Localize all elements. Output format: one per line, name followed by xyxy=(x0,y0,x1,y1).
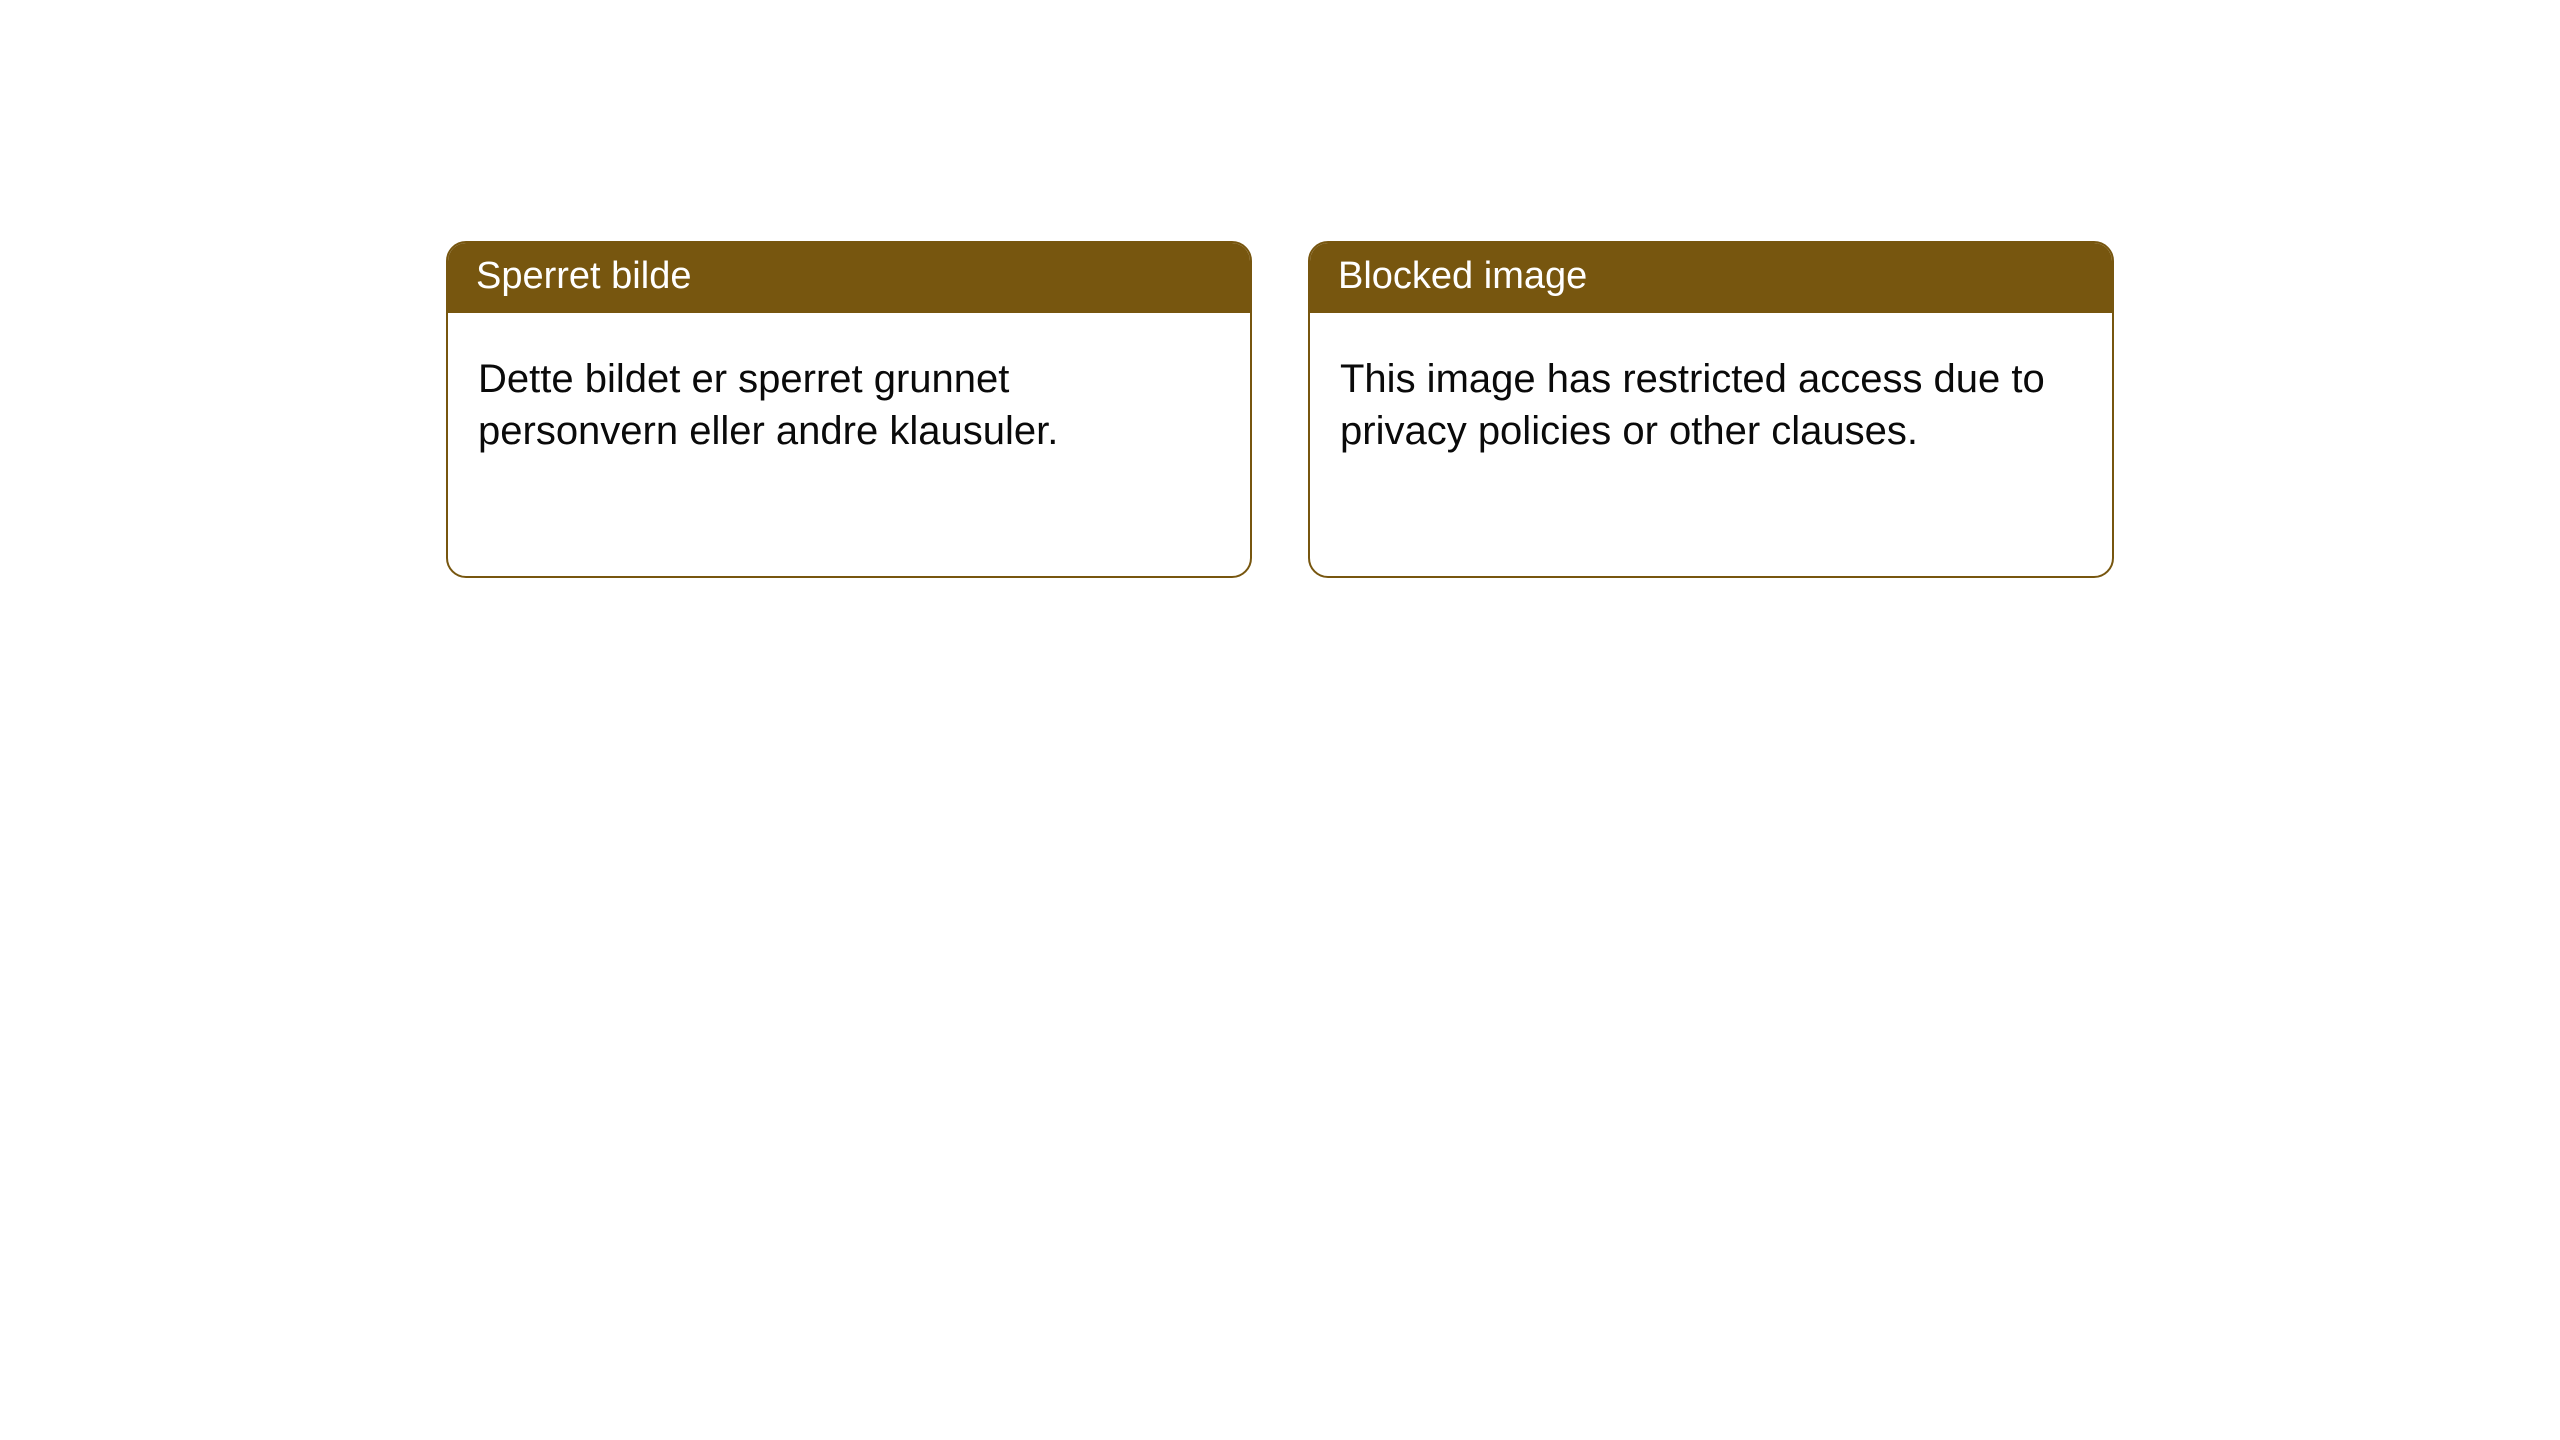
notice-card-body-text: Dette bildet er sperret grunnet personve… xyxy=(478,357,1058,453)
notice-card-header: Sperret bilde xyxy=(448,243,1250,313)
notice-card-body-text: This image has restricted access due to … xyxy=(1340,357,2045,453)
notice-card-english: Blocked image This image has restricted … xyxy=(1308,241,2114,578)
notice-card-body: This image has restricted access due to … xyxy=(1310,313,2112,487)
notice-card-header: Blocked image xyxy=(1310,243,2112,313)
notice-card-body: Dette bildet er sperret grunnet personve… xyxy=(448,313,1250,487)
notice-card-title: Sperret bilde xyxy=(476,255,691,297)
notice-card-title: Blocked image xyxy=(1338,255,1587,297)
notice-cards-container: Sperret bilde Dette bildet er sperret gr… xyxy=(0,0,2560,578)
notice-card-norwegian: Sperret bilde Dette bildet er sperret gr… xyxy=(446,241,1252,578)
